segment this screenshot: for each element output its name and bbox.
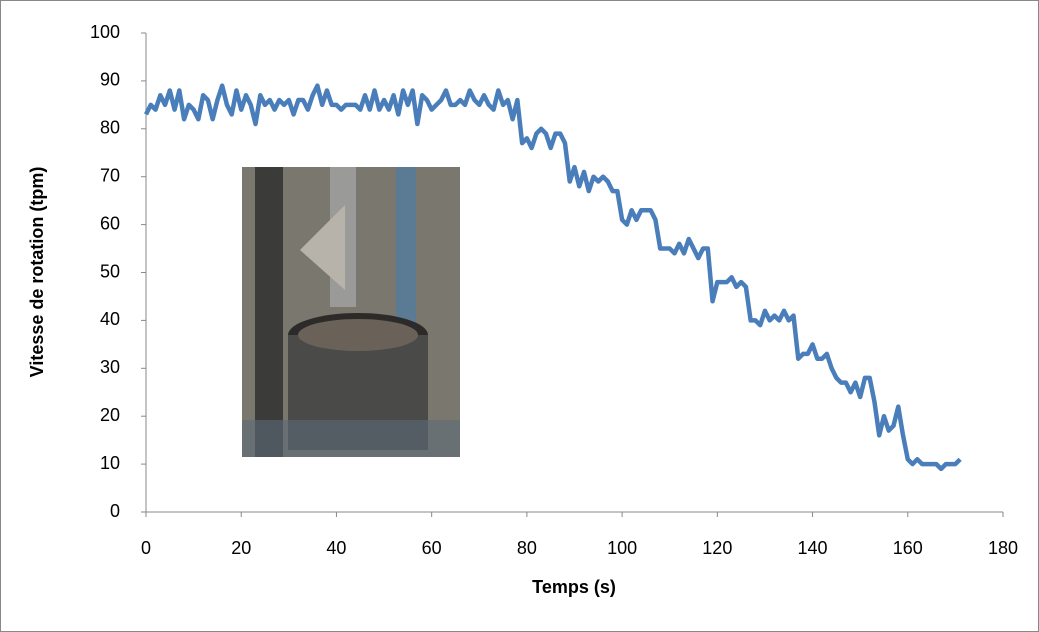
x-tick-label: 160	[893, 538, 923, 558]
inset-photo	[242, 167, 460, 457]
x-tick-label: 40	[326, 538, 346, 558]
x-tick-label: 100	[607, 538, 637, 558]
y-tick-label: 20	[100, 405, 120, 425]
x-tick-label: 0	[141, 538, 151, 558]
y-tick-label: 30	[100, 357, 120, 377]
data-line	[143, 83, 962, 472]
y-tick-label: 10	[100, 453, 120, 473]
x-tick-label: 140	[798, 538, 828, 558]
y-tick-label: 0	[110, 501, 120, 521]
x-tick-label: 120	[702, 538, 732, 558]
x-tick-label: 180	[988, 538, 1018, 558]
y-tick-label: 100	[90, 22, 120, 42]
y-tick-label: 50	[100, 261, 120, 281]
y-axis-title: Vitesse de rotation (tpm)	[27, 167, 47, 378]
x-tick-label: 20	[231, 538, 251, 558]
x-tick-label: 80	[517, 538, 537, 558]
y-tick-label: 70	[100, 165, 120, 185]
y-tick-label: 40	[100, 309, 120, 329]
y-tick-label: 60	[100, 213, 120, 233]
x-axis-title: Temps (s)	[532, 577, 616, 597]
x-tick-label: 60	[422, 538, 442, 558]
y-tick-label: 80	[100, 118, 120, 138]
y-tick-label: 90	[100, 70, 120, 90]
